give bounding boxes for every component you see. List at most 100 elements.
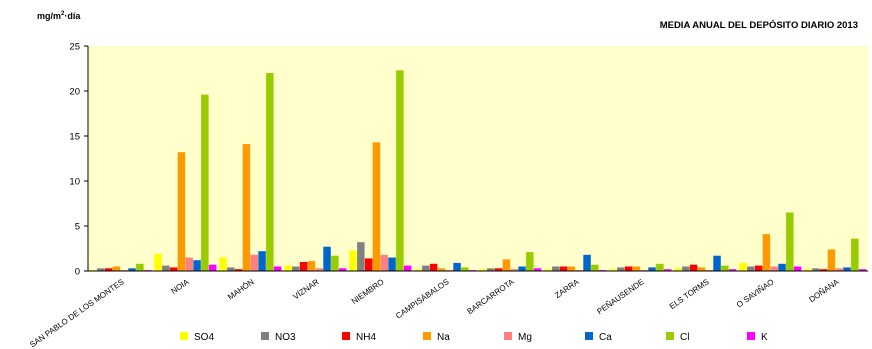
legend-swatch <box>261 332 269 340</box>
y-tick-label: 10 <box>69 177 80 188</box>
bar <box>219 257 227 271</box>
bar <box>380 254 388 271</box>
bar <box>242 144 251 271</box>
bar <box>396 70 404 271</box>
bar <box>461 267 469 271</box>
bar <box>617 267 625 271</box>
x-category-label: SAN PABLO DE LOS MONTES <box>28 277 126 349</box>
bar <box>162 265 170 271</box>
x-category-label: ELS TORMS <box>668 277 711 311</box>
legend-label: Na <box>437 332 450 343</box>
bar <box>185 257 193 271</box>
bar <box>739 262 747 271</box>
legend-swatch <box>504 332 512 340</box>
bar <box>835 268 843 271</box>
legend-swatch <box>747 332 755 340</box>
bar <box>770 266 778 271</box>
bar <box>357 242 365 271</box>
bar <box>518 266 526 271</box>
bar <box>349 250 357 271</box>
bar <box>754 265 763 271</box>
bar <box>624 266 633 271</box>
x-category-label: MAHÓN <box>226 277 256 302</box>
y-tick-label: 20 <box>69 87 80 98</box>
bar <box>403 265 412 271</box>
bar <box>689 264 698 271</box>
legend-label: SO4 <box>194 332 214 343</box>
chart-title: MEDIA ANUAL DEL DEPÓSITO DIARIO 2013 <box>660 19 858 31</box>
legend-label: Mg <box>518 332 532 343</box>
bar <box>154 253 162 271</box>
bar <box>234 269 243 271</box>
x-category-label: ZARRA <box>553 277 581 300</box>
bar <box>266 73 274 271</box>
bar <box>177 152 186 271</box>
bar <box>112 266 121 271</box>
bar <box>97 268 105 271</box>
bar <box>414 269 422 271</box>
legend-label: NH4 <box>356 332 376 343</box>
bar <box>338 268 347 271</box>
bar <box>136 263 144 271</box>
bar <box>526 252 534 271</box>
y-tick-label: 5 <box>75 222 80 233</box>
bar <box>762 234 771 271</box>
bar <box>682 266 690 271</box>
x-category-label: NIEMBRO <box>350 277 386 306</box>
y-tick-label: 0 <box>75 267 80 278</box>
legend: SO4 NO3 NH4 Na Mg Ca Cl K <box>180 332 768 343</box>
bar <box>697 267 706 271</box>
bar <box>786 212 794 271</box>
bar <box>284 265 292 271</box>
bar <box>323 246 331 271</box>
bar <box>307 261 316 271</box>
bar <box>793 266 802 271</box>
legend-swatch <box>342 332 350 340</box>
bar <box>552 266 560 271</box>
bar <box>487 268 495 271</box>
bar <box>208 264 217 271</box>
bar <box>747 266 755 271</box>
legend-swatch <box>423 332 431 340</box>
bar <box>851 238 859 271</box>
bar <box>583 254 591 271</box>
bar <box>193 260 201 271</box>
plot-area <box>88 46 868 271</box>
legend-swatch <box>180 332 188 340</box>
y-axis-ticks: 0 5 10 15 20 25 <box>69 42 88 278</box>
x-category-label: O SAVIÑAO <box>735 277 776 309</box>
bar <box>713 255 721 271</box>
bar <box>169 267 178 271</box>
bar <box>299 262 308 271</box>
bar <box>567 266 576 271</box>
x-category-label: BARCARROTA <box>465 277 516 316</box>
bar <box>331 255 339 271</box>
bar <box>728 269 737 271</box>
bar <box>656 263 664 271</box>
y-axis-title: mg/m2·día <box>37 11 81 21</box>
bar <box>315 268 323 271</box>
bar <box>674 268 682 271</box>
bar <box>227 267 235 271</box>
bar <box>273 266 282 271</box>
bar <box>510 269 518 271</box>
legend-label: Cl <box>680 332 689 343</box>
x-category-label: NOIA <box>169 277 191 296</box>
legend-swatch <box>585 332 593 340</box>
y-tick-label: 25 <box>69 42 80 53</box>
bar <box>858 269 867 271</box>
bar <box>201 94 209 271</box>
bar <box>429 263 438 271</box>
bar <box>494 268 503 271</box>
bar <box>819 269 828 271</box>
bar <box>388 257 396 271</box>
bar <box>258 251 266 271</box>
bars <box>89 70 867 271</box>
bar <box>591 264 599 271</box>
bar <box>502 259 511 271</box>
bar <box>128 268 136 271</box>
x-category-label: PEÑAUSENDE <box>595 277 645 316</box>
legend-label: NO3 <box>275 332 296 343</box>
x-axis-categories: SAN PABLO DE LOS MONTES NOIA MAHÓN VÍZNAR NI… <box>28 277 841 349</box>
